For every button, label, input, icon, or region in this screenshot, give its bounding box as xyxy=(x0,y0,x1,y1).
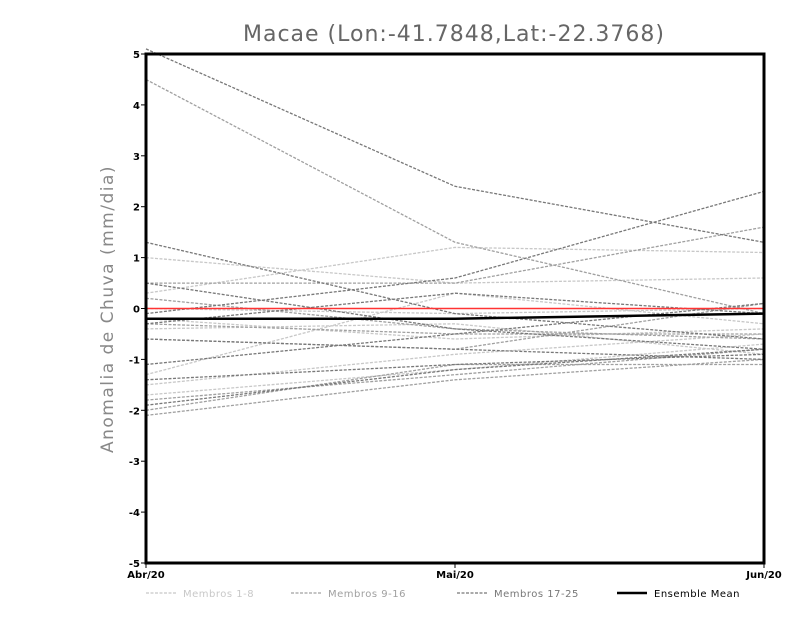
legend-label: Membros 9-16 xyxy=(328,589,406,600)
member-series-line: Membro 24 xyxy=(145,338,765,361)
member-series-line: Membro 18 xyxy=(145,241,765,340)
member-series-line: Membro 25 xyxy=(145,348,765,406)
member-series-line: Membro 1 xyxy=(145,256,765,284)
y-tick-label: 3 xyxy=(133,152,140,163)
member-series-line: Membro 10 xyxy=(146,226,765,284)
y-tick-label: -5 xyxy=(129,559,140,570)
member-series-line: Membro 5 xyxy=(145,333,765,386)
plot-frame xyxy=(144,52,766,565)
member-series-line: Membro 11 xyxy=(145,323,764,335)
x-tick-label: Mai/20 xyxy=(436,570,474,581)
legend-label: Membros 1-8 xyxy=(183,589,254,600)
member-series-line: Membro 20 xyxy=(145,282,765,350)
y-tick-label: -4 xyxy=(129,508,140,519)
y-tick-label: 4 xyxy=(133,101,140,112)
member-series-line: Membro 8 xyxy=(145,307,765,315)
ensemble-mean xyxy=(146,312,765,320)
member-series-line: Membro 22 xyxy=(145,353,765,381)
y-tick-label: -2 xyxy=(129,406,140,417)
member-series-line: Membro 17 xyxy=(145,48,765,243)
y-tick-label: 5 xyxy=(133,50,140,61)
legend-label: Membros 17-25 xyxy=(494,589,579,600)
y-tick-label: 1 xyxy=(133,254,140,265)
member-series-line: Membro 23 xyxy=(145,292,765,325)
y-tick-label: -3 xyxy=(129,457,140,468)
member-series-line: Membro 2 xyxy=(145,246,765,294)
y-tick-label: -1 xyxy=(129,355,140,366)
member-series-line: Membro 9 xyxy=(145,78,765,315)
x-tick-label: Jun/20 xyxy=(745,570,782,581)
member-series-line: Membro 13 xyxy=(145,358,765,417)
y-tick-label: 2 xyxy=(133,203,140,214)
member-lines: Membro 1Membro 2Membro 3Membro 4Membro 5… xyxy=(145,48,765,417)
member-series-line: Membro 16 xyxy=(145,363,764,411)
member-series-line: Membro 21 xyxy=(145,302,765,366)
legend-label: Ensemble Mean xyxy=(654,589,740,600)
member-series-line: Membro 3 xyxy=(145,318,765,340)
y-axis-label: Anomalia de Chuva (mm/dia) xyxy=(98,165,118,453)
member-series-line: Membro 19 xyxy=(145,190,765,315)
legend: Membros 1-8 Membros 9-16 Membros 17-25 Ense… xyxy=(146,589,740,600)
x-tick-label: Abr/20 xyxy=(127,570,164,581)
ensemble-mean-line xyxy=(146,312,765,320)
chart-title: Macae (Lon:-41.7848,Lat:-22.3768) xyxy=(243,22,665,47)
y-tick-label: 0 xyxy=(133,305,140,316)
